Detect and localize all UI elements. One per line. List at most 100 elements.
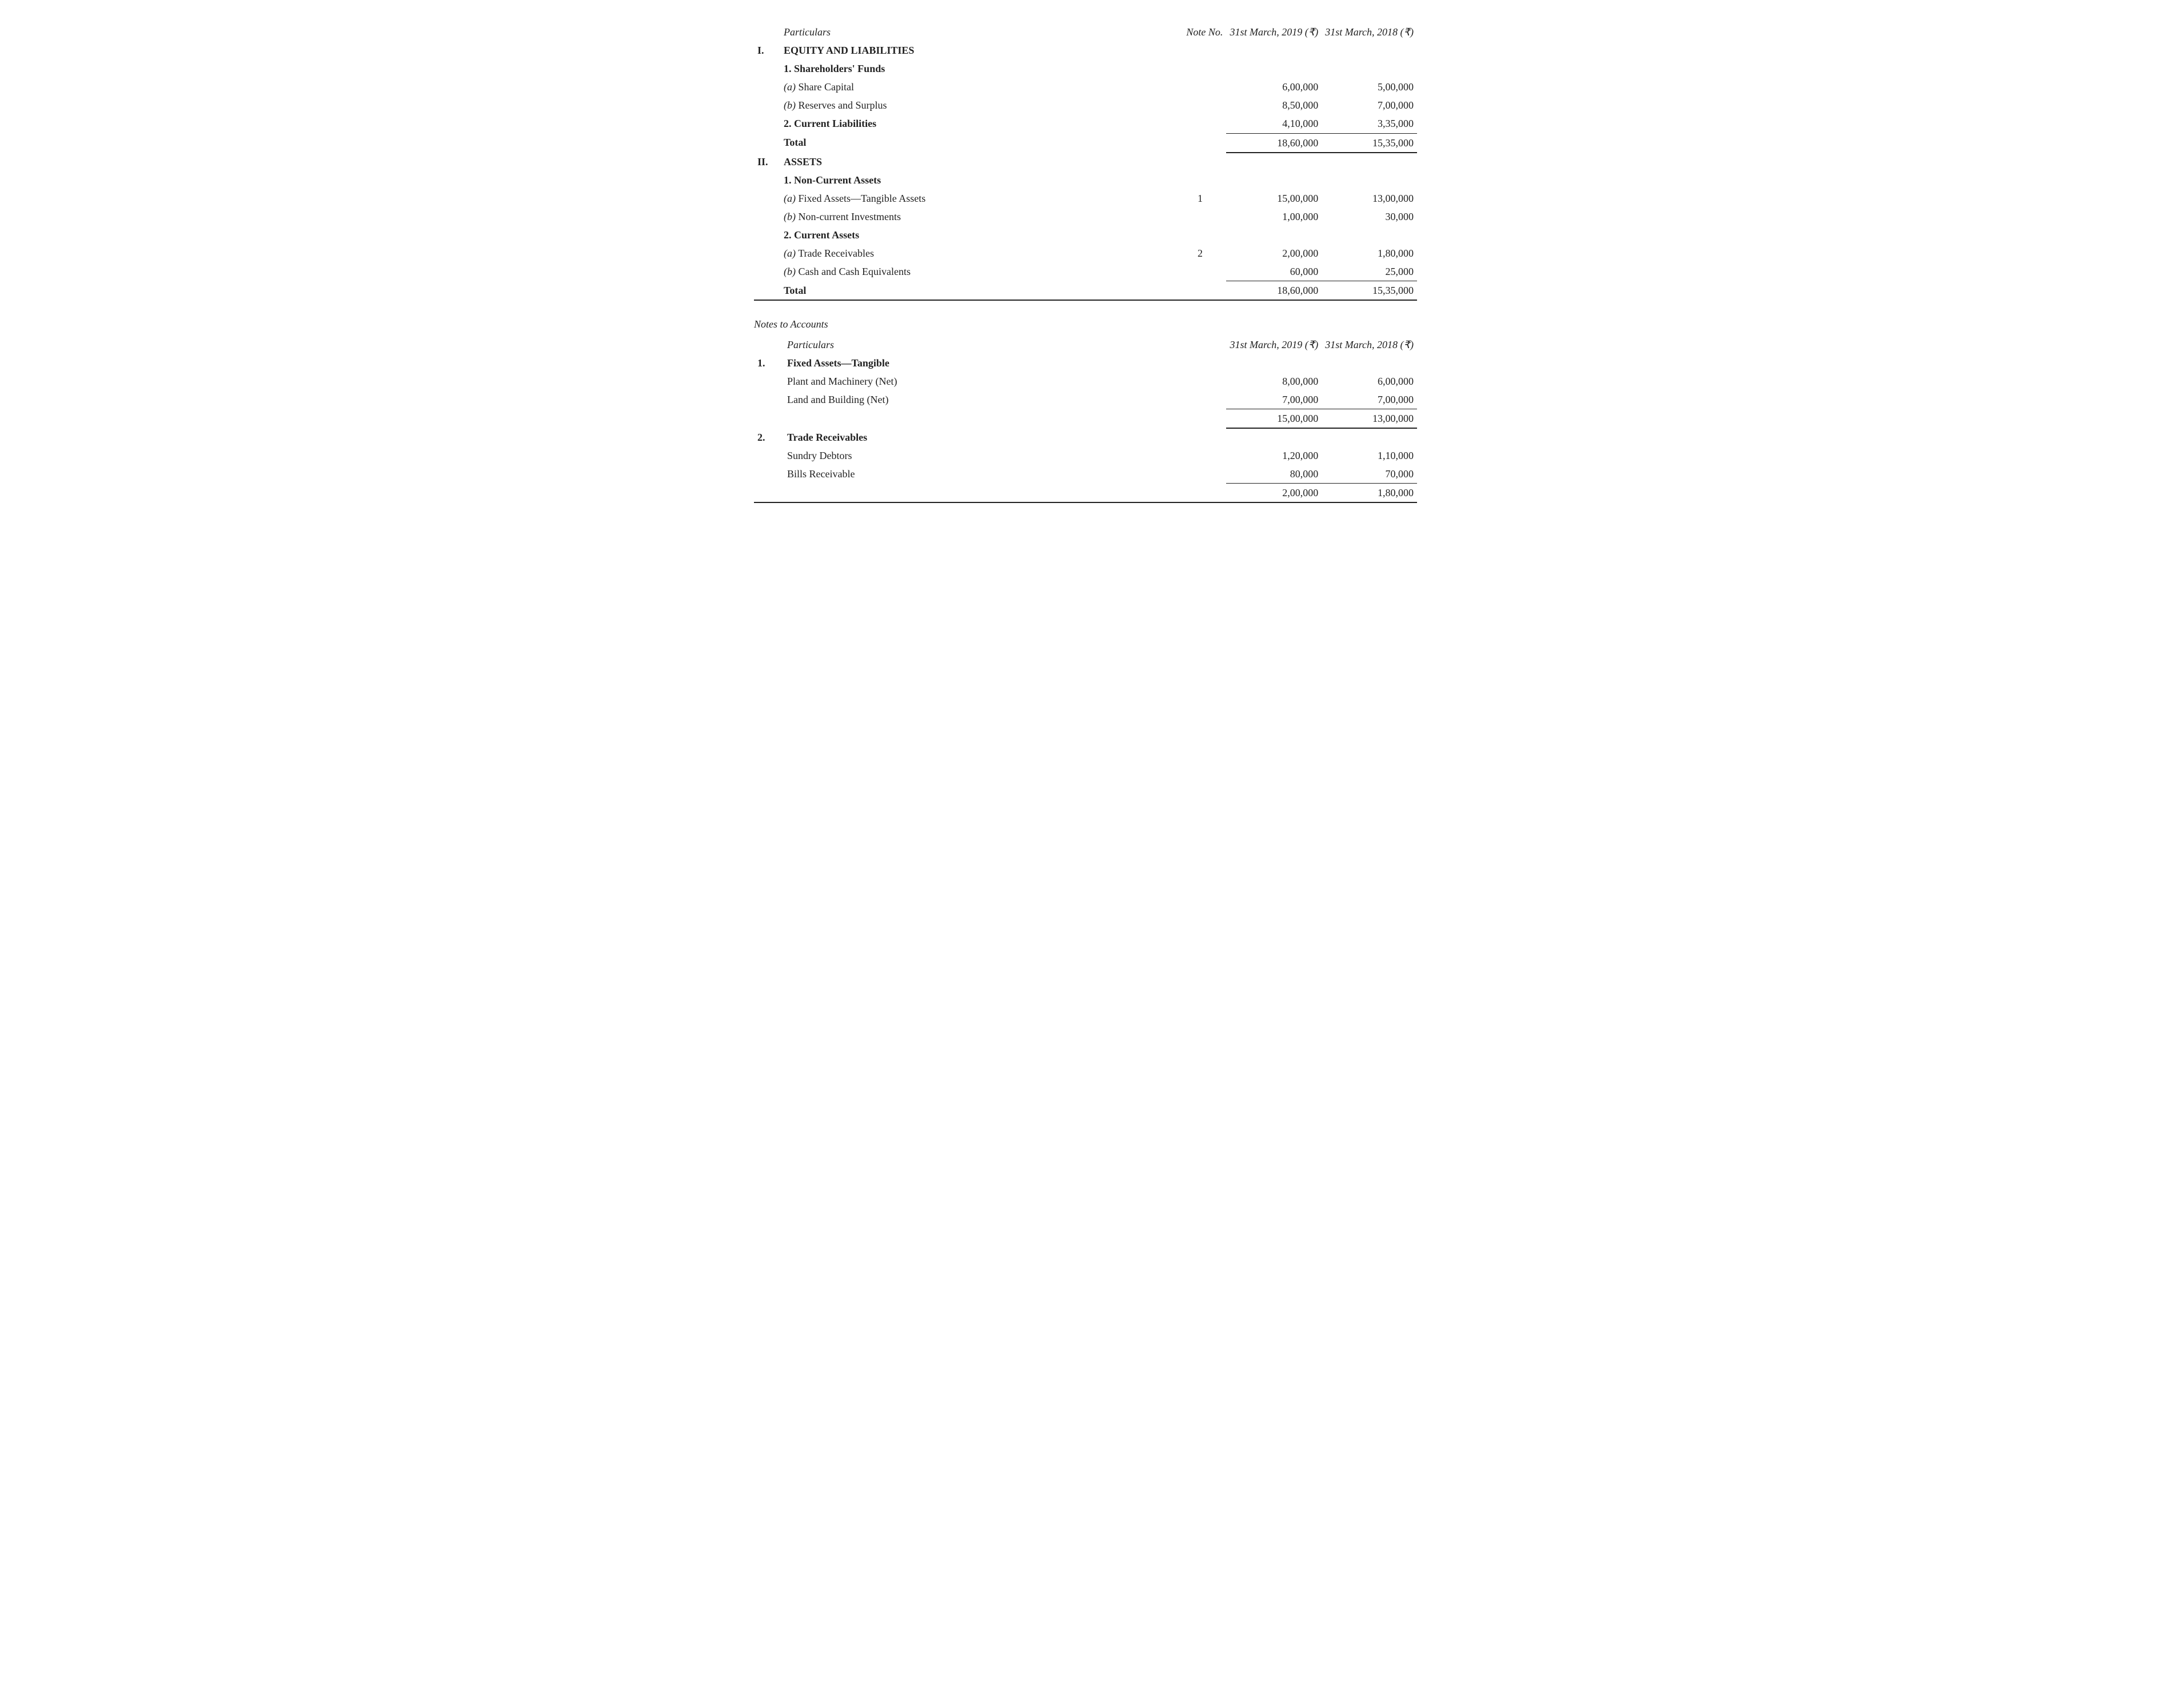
trade-receivables-total-2019: 2,00,000 [1226,484,1322,503]
balance-sheet-table: Particulars Note No. 31st March, 2019 (₹… [754,23,1417,301]
header-col-2018: 31st March, 2018 (₹) [1322,23,1417,41]
row-current-liabilities: 2. Current Liabilities 4,10,000 3,35,000 [754,114,1417,133]
sub-trade-recv: (a) [784,248,796,259]
notes-heading: Notes to Accounts [754,317,1417,332]
plant-machinery-2018: 6,00,000 [1322,372,1417,390]
label-land-building: Land and Building (Net) [784,390,1226,409]
non-cur-invest-2019: 1,00,000 [1226,207,1322,226]
row-equity-liabilities: I. EQUITY AND LIABILITIES [754,41,1417,59]
total-equity-2018: 15,35,000 [1322,133,1417,153]
current-liabilities-2019: 4,10,000 [1226,114,1322,133]
plant-machinery-2019: 8,00,000 [1226,372,1322,390]
label-equity-liabilities: EQUITY AND LIABILITIES [780,41,1174,59]
num-current-assets: 2. [784,229,792,241]
notes-row-bills-receivable: Bills Receivable 80,000 70,000 [754,465,1417,484]
note-trade-recv: 2 [1174,244,1226,262]
label-sundry-debtors: Sundry Debtors [784,446,1226,465]
label-non-current-assets: Non-Current Assets [794,174,881,186]
label-cash-equiv: Cash and Cash Equivalents [799,266,911,277]
notes-idx-1: 1. [754,354,784,372]
notes-idx-2: 2. [754,428,784,446]
notes-header-particulars: Particulars [784,336,1226,354]
row-non-current-investments: (b) Non-current Investments 1,00,000 30,… [754,207,1417,226]
page: Particulars Note No. 31st March, 2019 (₹… [754,23,1417,503]
label-fixed-tangible: Fixed Assets—Tangible Assets [799,193,926,204]
header-particulars: Particulars [780,23,1174,41]
current-liabilities-2018: 3,35,000 [1322,114,1417,133]
land-building-2019: 7,00,000 [1226,390,1322,409]
label-current-assets: Current Assets [794,229,859,241]
sundry-debtors-2019: 1,20,000 [1226,446,1322,465]
trade-recv-2019: 2,00,000 [1226,244,1322,262]
row-non-current-assets: 1. Non-Current Assets [754,171,1417,189]
notes-row-trade-receivables-total: 2,00,000 1,80,000 [754,484,1417,503]
sub-cash-equiv: (b) [784,266,796,277]
label-plant-machinery: Plant and Machinery (Net) [784,372,1226,390]
notes-row-fixed-assets-total: 15,00,000 13,00,000 [754,409,1417,428]
sub-reserves-surplus: (b) [784,99,796,111]
roman-assets: II. [754,153,780,171]
row-reserves-surplus: (b) Reserves and Surplus 8,50,000 7,00,0… [754,96,1417,114]
notes-row-fixed-assets-title: 1. Fixed Assets—Tangible [754,354,1417,372]
bills-receivable-2018: 70,000 [1322,465,1417,484]
notes-header-2018: 31st March, 2018 (₹) [1322,336,1417,354]
notes-row-land-building: Land and Building (Net) 7,00,000 7,00,00… [754,390,1417,409]
notes-row-trade-receivables-title: 2. Trade Receivables [754,428,1417,446]
notes-title-trade-receivables: Trade Receivables [784,428,1226,446]
label-assets: ASSETS [780,153,1174,171]
notes-row-sundry-debtors: Sundry Debtors 1,20,000 1,10,000 [754,446,1417,465]
share-capital-2019: 6,00,000 [1226,78,1322,96]
label-current-liabilities: Current Liabilities [794,118,876,129]
bills-receivable-2019: 80,000 [1226,465,1322,484]
row-shareholders-funds: 1. Shareholders' Funds [754,59,1417,78]
note-fixed-tangible: 1 [1174,189,1226,207]
fixed-tangible-2019: 15,00,000 [1226,189,1322,207]
notes-table: Particulars 31st March, 2019 (₹) 31st Ma… [754,336,1417,504]
total-assets-2019: 18,60,000 [1226,281,1322,301]
non-cur-invest-2018: 30,000 [1322,207,1417,226]
fixed-tangible-2018: 13,00,000 [1322,189,1417,207]
sub-fixed-tangible: (a) [784,193,796,204]
row-cash-equivalents: (b) Cash and Cash Equivalents 60,000 25,… [754,262,1417,281]
notes-title-fixed-assets: Fixed Assets—Tangible [784,354,1226,372]
row-total-assets: Total 18,60,000 15,35,000 [754,281,1417,301]
label-total-assets: Total [780,281,1174,301]
label-share-capital: Share Capital [799,81,854,93]
row-fixed-tangible: (a) Fixed Assets—Tangible Assets 1 15,00… [754,189,1417,207]
row-assets: II. ASSETS [754,153,1417,171]
num-shareholders-funds: 1. [784,63,792,74]
label-non-cur-invest: Non-current Investments [799,211,901,222]
sub-share-capital: (a) [784,81,796,93]
label-bills-receivable: Bills Receivable [784,465,1226,484]
roman-equity: I. [754,41,780,59]
label-trade-recv: Trade Receivables [798,248,874,259]
row-current-assets: 2. Current Assets [754,226,1417,244]
num-non-current-assets: 1. [784,174,792,186]
cash-equiv-2019: 60,000 [1226,262,1322,281]
sub-non-cur-invest: (b) [784,211,796,222]
row-share-capital: (a) Share Capital 6,00,000 5,00,000 [754,78,1417,96]
sundry-debtors-2018: 1,10,000 [1322,446,1417,465]
num-current-liabilities: 2. [784,118,792,129]
total-assets-2018: 15,35,000 [1322,281,1417,301]
reserves-surplus-2018: 7,00,000 [1322,96,1417,114]
notes-header-2019: 31st March, 2019 (₹) [1226,336,1322,354]
cash-equiv-2018: 25,000 [1322,262,1417,281]
label-shareholders-funds: Shareholders' Funds [794,63,885,74]
label-total-equity: Total [780,133,1174,153]
land-building-2018: 7,00,000 [1322,390,1417,409]
header-col-2019: 31st March, 2019 (₹) [1226,23,1322,41]
balance-header: Particulars Note No. 31st March, 2019 (₹… [754,23,1417,41]
trade-receivables-total-2018: 1,80,000 [1322,484,1417,503]
row-total-equity: Total 18,60,000 15,35,000 [754,133,1417,153]
notes-row-plant-machinery: Plant and Machinery (Net) 8,00,000 6,00,… [754,372,1417,390]
total-equity-2019: 18,60,000 [1226,133,1322,153]
share-capital-2018: 5,00,000 [1322,78,1417,96]
row-trade-receivables: (a) Trade Receivables 2 2,00,000 1,80,00… [754,244,1417,262]
header-note-no: Note No. [1174,23,1226,41]
reserves-surplus-2019: 8,50,000 [1226,96,1322,114]
fixed-assets-total-2018: 13,00,000 [1322,409,1417,428]
label-reserves-surplus: Reserves and Surplus [799,99,887,111]
fixed-assets-total-2019: 15,00,000 [1226,409,1322,428]
trade-recv-2018: 1,80,000 [1322,244,1417,262]
